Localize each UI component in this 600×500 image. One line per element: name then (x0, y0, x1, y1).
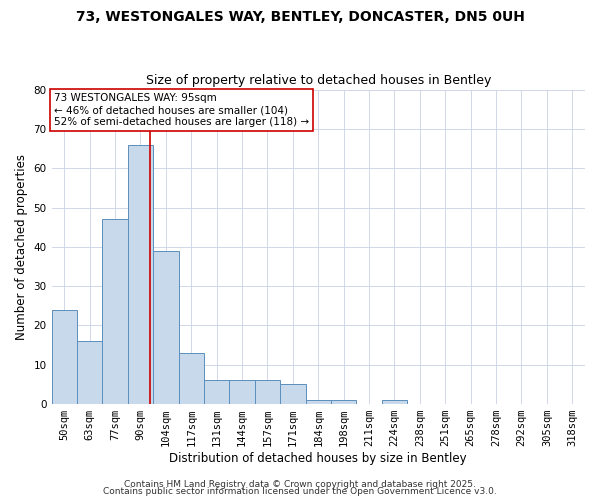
Bar (128, 144, 153, 404)
Title: Size of property relative to detached houses in Bentley: Size of property relative to detached ho… (146, 74, 491, 87)
Bar (153, 251, 179, 404)
Bar (103, 220, 128, 404)
Bar (305, 400, 331, 404)
Text: Contains public sector information licensed under the Open Government Licence v3: Contains public sector information licen… (103, 487, 497, 496)
Bar (331, 400, 356, 404)
Bar (77, 341, 103, 404)
Bar (179, 353, 204, 404)
Bar (52, 310, 77, 404)
Text: 73, WESTONGALES WAY, BENTLEY, DONCASTER, DN5 0UH: 73, WESTONGALES WAY, BENTLEY, DONCASTER,… (76, 10, 524, 24)
Bar (382, 400, 407, 404)
Text: Contains HM Land Registry data © Crown copyright and database right 2025.: Contains HM Land Registry data © Crown c… (124, 480, 476, 489)
Y-axis label: Number of detached properties: Number of detached properties (15, 154, 28, 340)
X-axis label: Distribution of detached houses by size in Bentley: Distribution of detached houses by size … (169, 452, 467, 465)
Bar (229, 380, 255, 404)
Bar (255, 380, 280, 404)
Bar (204, 380, 229, 404)
Bar (280, 384, 305, 404)
Text: 73 WESTONGALES WAY: 95sqm
← 46% of detached houses are smaller (104)
52% of semi: 73 WESTONGALES WAY: 95sqm ← 46% of detac… (54, 94, 309, 126)
